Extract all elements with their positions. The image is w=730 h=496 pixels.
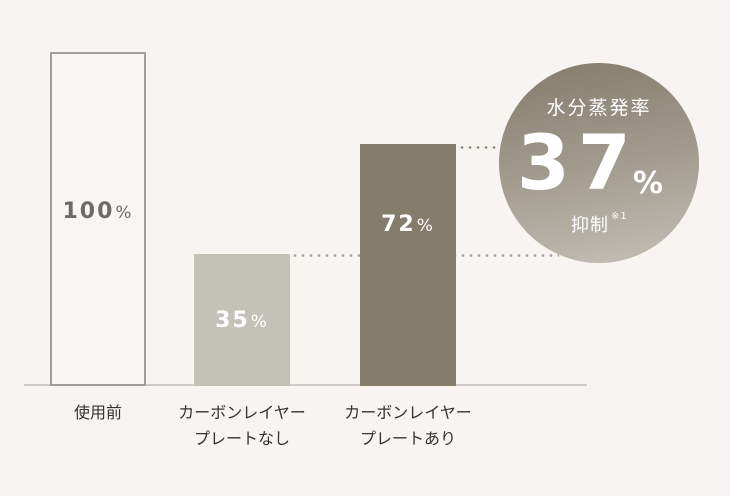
comparison-dotted-line-72 [458, 146, 504, 149]
footnote-mark: ※1 [611, 211, 628, 222]
callout-unit: % [633, 166, 664, 201]
category-label-without-plate: カーボンレイヤー プレートなし [178, 403, 306, 448]
callout-value: 37 [517, 118, 639, 207]
bar-with-plate: 72% [360, 144, 456, 386]
x-axis-baseline [24, 384, 587, 386]
bar-before-use: 100% [50, 52, 146, 386]
bar-without-plate: 35% [194, 254, 290, 386]
callout-title: 水分蒸発率 [546, 97, 652, 119]
bar-value: 72% [381, 211, 435, 237]
category-label-before-use: 使用前 [73, 403, 122, 422]
category-label-with-plate: カーボンレイヤー プレートあり [344, 403, 472, 448]
bar-value: 100% [62, 198, 134, 224]
callout-subtitle: 抑制 ※1 [571, 211, 628, 236]
bar-value: 35% [215, 307, 269, 333]
reduction-callout-circle: 水分蒸発率 37 % 抑制 ※1 [499, 63, 699, 263]
